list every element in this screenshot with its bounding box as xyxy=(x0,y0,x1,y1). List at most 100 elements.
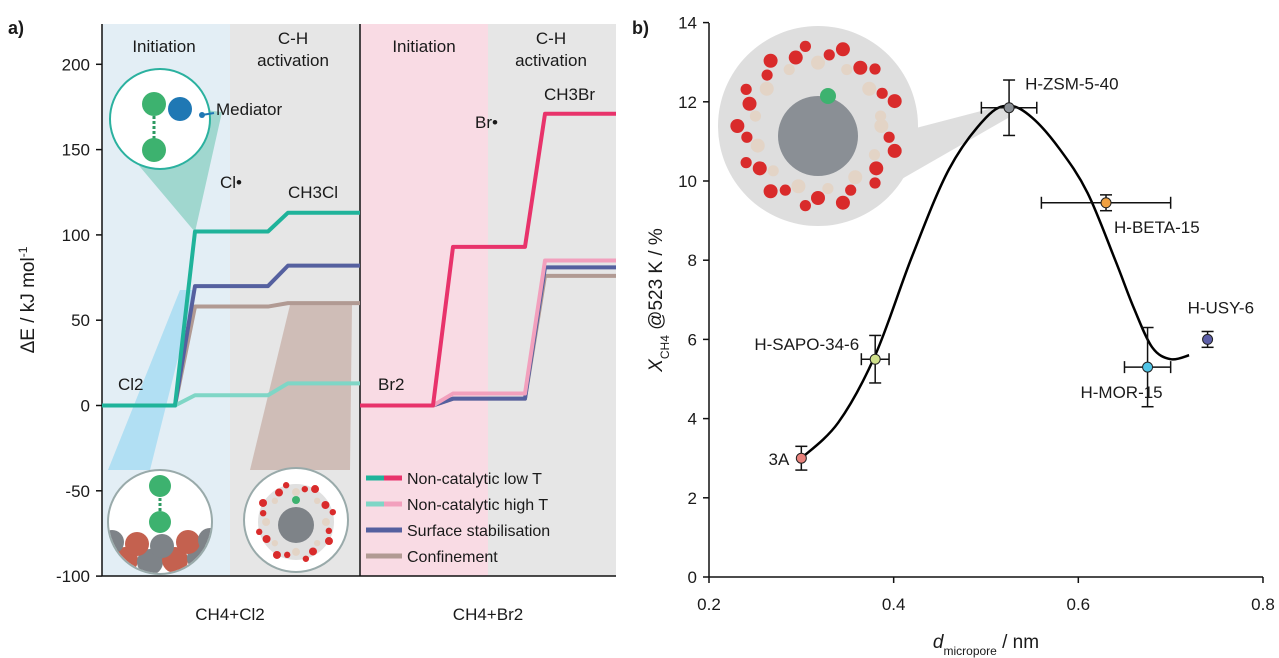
panel-a-y-ticks: -100 -50 0 50 100 150 200 xyxy=(56,55,102,586)
panel-a-legend: Non-catalytic low T Non-catalytic high T… xyxy=(366,471,550,566)
cl2-label: Cl2 xyxy=(118,375,144,394)
br-initiation-region xyxy=(360,24,488,576)
cage-atom xyxy=(763,53,778,68)
inset-void-sphere xyxy=(778,96,858,176)
cage-atom xyxy=(740,83,752,95)
cage-atom xyxy=(868,149,881,161)
point-label: H-BETA-15 xyxy=(1114,218,1200,237)
cage-atom xyxy=(259,498,268,507)
cage-atom xyxy=(740,157,752,169)
cage-atom xyxy=(874,110,887,122)
confinement-illustration xyxy=(243,467,349,573)
y-tick-label: -100 xyxy=(56,567,90,586)
y-tick-label: 150 xyxy=(62,141,90,160)
cage-atom xyxy=(272,550,281,559)
cage-atom xyxy=(791,179,806,194)
cage-atom xyxy=(313,497,321,505)
cl-ch-title-2: activation xyxy=(257,51,329,70)
cage-atom xyxy=(742,96,757,111)
ch3br-label: CH3Br xyxy=(544,85,595,104)
panel-b-ticks: 0.2 0.4 0.6 0.8 0 2 4 6 8 10 12 14 xyxy=(678,14,1275,614)
cage-atom xyxy=(313,539,321,547)
cage-atom xyxy=(783,63,795,76)
y-tick-label: 50 xyxy=(71,311,90,330)
cage-atom xyxy=(750,138,765,153)
cage-atom xyxy=(262,535,271,543)
cage-atom xyxy=(887,94,902,109)
data-point xyxy=(869,353,881,365)
cage-atom xyxy=(874,119,889,133)
panel-b-points: 3A H-SAPO-34-6 H-ZSM-5-40 H-BETA-15 H-MOR-15… xyxy=(754,75,1254,471)
y-tick-label: 4 xyxy=(688,410,697,429)
surface-wedge xyxy=(108,290,195,470)
x-tick-label: 0.2 xyxy=(697,595,721,614)
point-label: H-SAPO-34-6 xyxy=(754,335,859,354)
data-point xyxy=(795,452,807,464)
panel-b-x-axis-label: dmicropore / nm xyxy=(933,632,1039,658)
cage-atom xyxy=(730,119,745,133)
cage-atom xyxy=(759,81,774,96)
cage-atom xyxy=(853,60,868,75)
cage-atom xyxy=(811,191,825,205)
point-label: H-ZSM-5-40 xyxy=(1025,75,1119,94)
cage-atom xyxy=(275,488,283,497)
cage-atom xyxy=(284,551,291,559)
x-tick-label: 0.6 xyxy=(1066,595,1090,614)
x-tick-label: 0.4 xyxy=(882,595,906,614)
cage-atom xyxy=(835,42,850,57)
cage-atom xyxy=(869,63,881,75)
cage-atom xyxy=(282,482,290,489)
cage-atom xyxy=(835,195,850,210)
legend-item-low-t: Non-catalytic low T xyxy=(407,471,542,488)
br-initiation-title: Initiation xyxy=(392,37,455,56)
data-point xyxy=(1003,102,1015,114)
panel-a-series xyxy=(102,111,616,408)
cage-atom xyxy=(883,131,895,143)
fit-curve xyxy=(800,104,1190,460)
data-point xyxy=(1202,333,1214,345)
cage-atom xyxy=(301,485,308,493)
cage-atom xyxy=(876,87,888,99)
cage-atom xyxy=(752,161,767,176)
y-tick-label: 2 xyxy=(688,489,697,508)
legend-item-surface: Surface stabilisation xyxy=(407,523,550,540)
surface-illustration xyxy=(107,469,213,575)
cage-atom xyxy=(321,518,330,526)
confinement-wedge xyxy=(250,305,352,470)
cage-atom xyxy=(822,182,834,195)
cage-atom xyxy=(869,177,881,189)
cage-atom xyxy=(869,161,884,176)
cage-atom xyxy=(259,510,267,517)
legend-item-confinement: Confinement xyxy=(407,549,498,566)
y-tick-label: 12 xyxy=(678,93,697,112)
point-label: 3A xyxy=(769,450,790,469)
cage-atom xyxy=(823,49,835,61)
cage-atom xyxy=(324,537,333,546)
chlorine-atom-icon-2 xyxy=(142,138,166,162)
panel-b-y-axis-label: XCH4 @523 K / % xyxy=(646,228,672,373)
y-tick-label: 14 xyxy=(678,14,697,33)
y-tick-label: -50 xyxy=(65,482,90,501)
data-point xyxy=(1142,361,1154,373)
cage-atom xyxy=(862,81,877,96)
cage-atom xyxy=(841,63,853,76)
cage-atom xyxy=(309,547,317,556)
cage-atom xyxy=(302,555,310,562)
x-tick-label: 0.8 xyxy=(1251,595,1275,614)
cage-atom xyxy=(848,170,863,185)
panel-a-label: a) xyxy=(8,18,24,38)
cage-atom xyxy=(799,40,811,52)
cl-series-0 xyxy=(102,210,360,408)
mediator-atom-icon xyxy=(168,97,192,121)
br-activation-region xyxy=(488,24,616,576)
chlorine-atom-icon xyxy=(142,92,166,116)
point-label: H-MOR-15 xyxy=(1080,383,1162,402)
inset-cage-atoms xyxy=(730,40,902,212)
y-tick-label: 200 xyxy=(62,55,90,74)
panel-a-texts: a) ΔE / kJ mol-1 Initiation C-H activati… xyxy=(8,18,595,624)
y-tick-label: 0 xyxy=(81,397,90,416)
cl-radical-label: Cl• xyxy=(220,173,242,192)
cage-atom xyxy=(779,184,791,196)
cl-initiation-title: Initiation xyxy=(132,37,195,56)
